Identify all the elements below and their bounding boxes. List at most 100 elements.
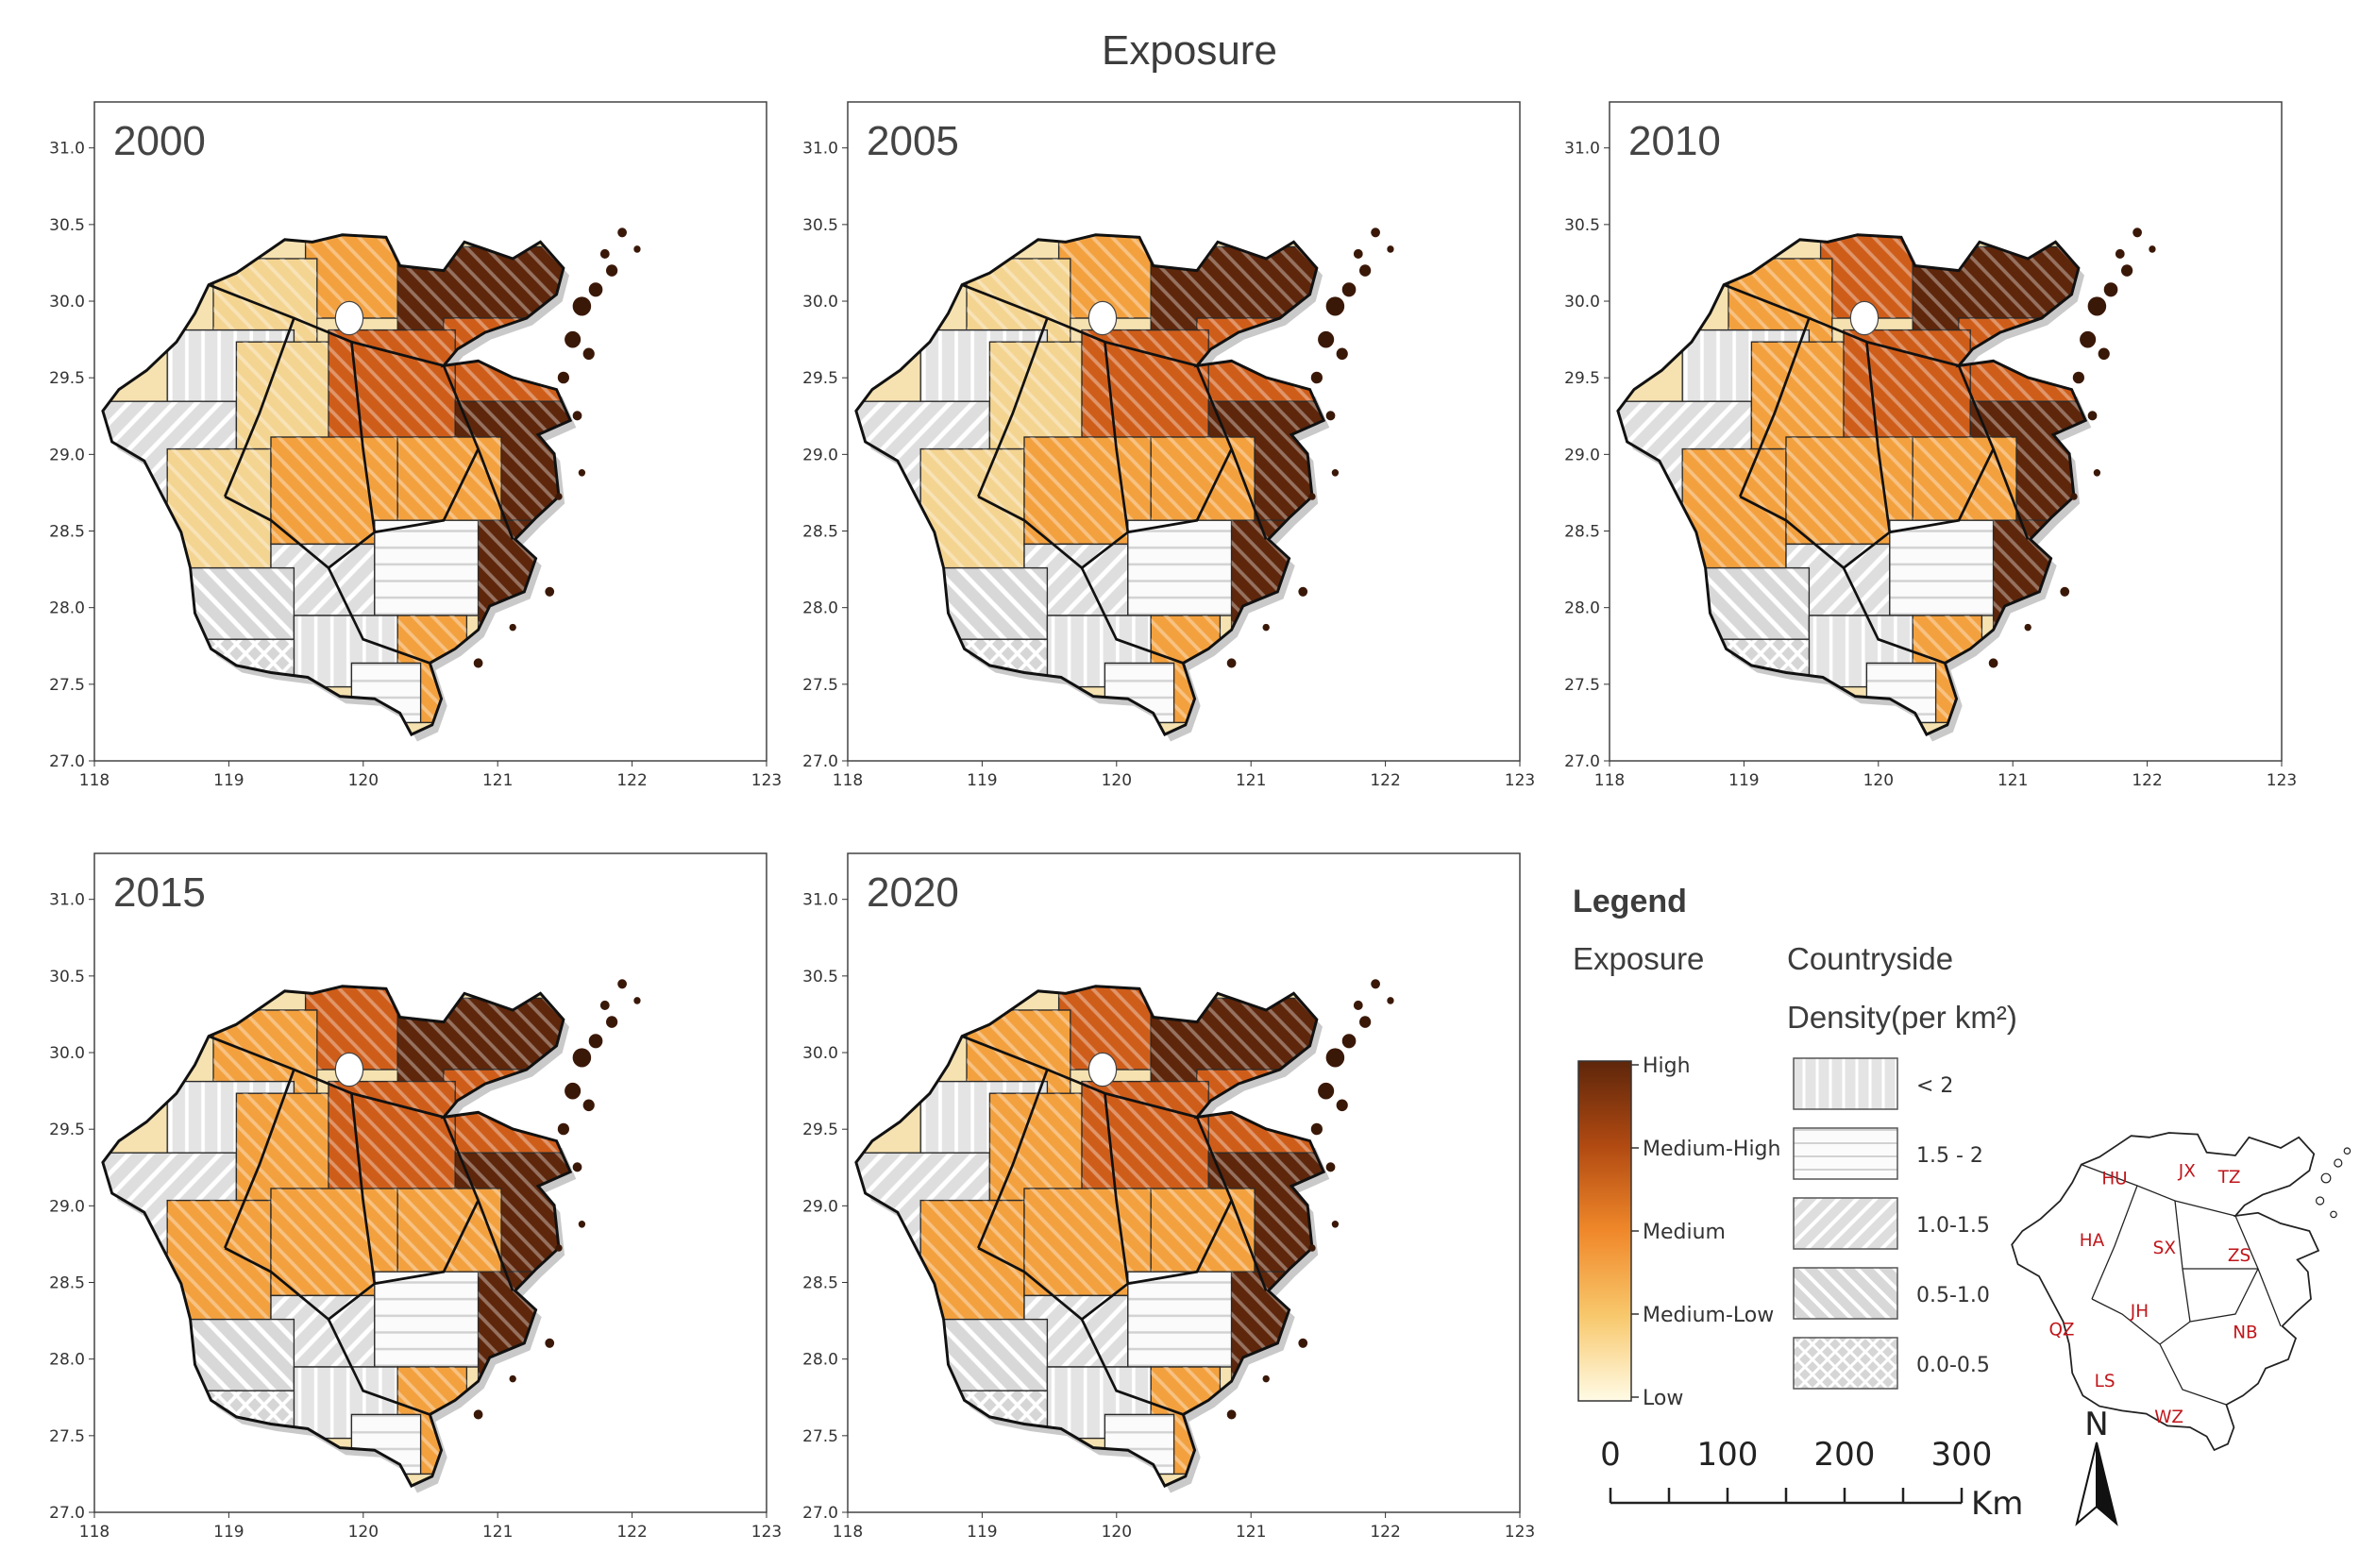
island [1359, 1016, 1372, 1028]
x-tick-label: 123 [1505, 1523, 1535, 1542]
island [1325, 1162, 1336, 1172]
y-tick-label: 28.0 [49, 1351, 85, 1370]
x-tick-label: 118 [1594, 771, 1625, 790]
island [565, 330, 582, 348]
density-class-label: 0.0-0.5 [1916, 1354, 1990, 1377]
x-tick-label: 121 [482, 771, 513, 790]
y-tick-label: 27.5 [802, 1427, 838, 1446]
y-tick-label: 29.5 [1564, 369, 1600, 388]
y-tick-label: 29.0 [1564, 446, 1600, 464]
island [1318, 330, 1335, 348]
island [617, 228, 627, 238]
island [2098, 347, 2110, 361]
island [1371, 228, 1380, 238]
y-tick-label: 29.0 [802, 446, 838, 464]
legend-density-title: Density(per km²) [1787, 1000, 2017, 1035]
y-tick-label: 27.0 [49, 1504, 85, 1523]
island [557, 1122, 569, 1136]
island [2070, 493, 2078, 500]
legend: Legend Exposure Countryside Density(per … [1573, 884, 2352, 1526]
island [2072, 371, 2084, 384]
x-tick-label: 118 [833, 1523, 863, 1542]
island [545, 1338, 555, 1348]
inset-region-label: HA [2080, 1231, 2105, 1251]
y-tick-label: 29.5 [802, 1121, 838, 1139]
x-tick-label: 119 [213, 771, 244, 790]
scale-label: 200 [1814, 1436, 1876, 1474]
island [606, 264, 618, 277]
density-swatch [1793, 1197, 1898, 1250]
island [1308, 493, 1316, 500]
y-tick-label: 30.5 [1564, 216, 1600, 235]
lake [1849, 300, 1880, 336]
county-region [189, 566, 295, 640]
island [1325, 411, 1336, 421]
x-tick-label: 118 [79, 1523, 110, 1542]
density-class-label: 1.5 - 2 [1916, 1144, 1983, 1168]
x-tick-label: 123 [2267, 771, 2297, 790]
inset-region-label: JX [2178, 1161, 2196, 1181]
x-tick-label: 123 [751, 1523, 782, 1542]
inset-region-label: SX [2153, 1239, 2177, 1258]
island [578, 469, 586, 477]
map-panel-2005: 118 119 120 121 122 123 27.0 27.5 28.0 28.5 29.0 29… [802, 101, 1535, 790]
north-arrow-left-icon [2075, 1442, 2098, 1526]
county-region [1704, 566, 1811, 640]
island [557, 371, 569, 384]
exposure-level-label: Low [1643, 1387, 1683, 1410]
island [582, 347, 595, 361]
island [565, 1082, 582, 1100]
island [1336, 1099, 1348, 1112]
y-tick-label: 31.0 [802, 891, 838, 910]
exposure-level-label: High [1643, 1054, 1691, 1078]
x-tick-label: 121 [1236, 1523, 1266, 1542]
x-tick-label: 123 [751, 771, 782, 790]
island [599, 1000, 610, 1010]
y-tick-label: 27.5 [49, 676, 85, 695]
x-tick-label: 121 [1998, 771, 2028, 790]
lake [334, 1052, 364, 1087]
y-tick-label: 31.0 [49, 891, 85, 910]
y-tick-label: 29.5 [49, 1121, 85, 1139]
island [2060, 586, 2070, 597]
panel-year-label: 2000 [113, 118, 206, 164]
x-tick-label: 122 [2132, 771, 2162, 790]
y-tick-label: 29.5 [802, 369, 838, 388]
legend-title: Legend [1573, 884, 1687, 919]
density-swatch [1793, 1127, 1898, 1180]
y-tick-label: 28.5 [802, 1274, 838, 1293]
scale-label: 300 [1931, 1436, 1993, 1474]
county-region [1127, 519, 1233, 616]
county-region [1127, 1271, 1233, 1368]
inset-region-label: WZ [2154, 1408, 2183, 1427]
x-tick-label: 120 [1102, 1523, 1132, 1542]
y-tick-label: 27.0 [802, 752, 838, 771]
x-tick-label: 121 [1236, 771, 1266, 790]
y-tick-label: 31.0 [1564, 140, 1600, 159]
island [1325, 296, 1345, 316]
county-region [1889, 519, 1995, 616]
county-region [374, 1271, 480, 1368]
exposure-level-label: Medium-High [1643, 1138, 1780, 1161]
y-tick-label: 29.5 [49, 369, 85, 388]
island [2121, 264, 2133, 277]
island [599, 248, 610, 259]
island [1341, 1034, 1357, 1049]
island [2115, 248, 2125, 259]
inset-region-label: NB [2233, 1324, 2257, 1343]
island [473, 1409, 483, 1420]
x-tick-label: 120 [1102, 771, 1132, 790]
island [588, 282, 603, 297]
map-panel-2020: 118 119 120 121 122 123 27.0 27.5 28.0 28.5 29.0 29… [802, 852, 1535, 1542]
island [1226, 658, 1237, 668]
scale-bar: 0 100 200 300 Km [1600, 1436, 2023, 1523]
island [572, 1048, 592, 1068]
county-region [942, 1318, 1049, 1391]
y-tick-label: 31.0 [49, 140, 85, 159]
island [555, 1244, 563, 1252]
island [1331, 469, 1340, 477]
legend-countryside-title: Countryside [1787, 941, 1953, 976]
x-tick-label: 119 [967, 1523, 997, 1542]
exposure-level-label: Medium-Low [1643, 1304, 1774, 1327]
island [2080, 330, 2097, 348]
